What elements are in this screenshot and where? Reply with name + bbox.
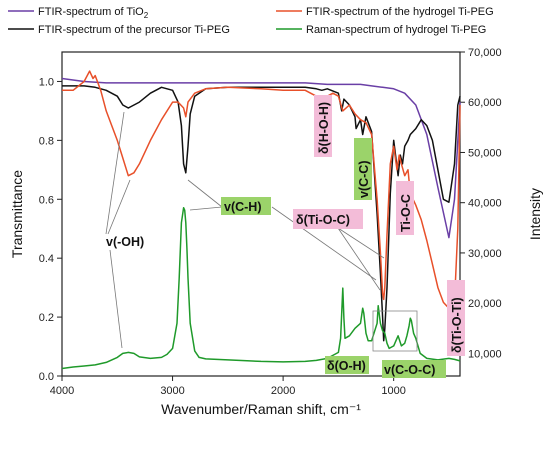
annotation-coc-bg [382,360,446,378]
annotation-leaders [105,111,385,349]
x-axis-title: Wavenumber/Raman shift, cm⁻¹ [161,401,361,417]
y-right-tick-label: 60,000 [468,97,502,109]
leader-ch-1 [187,179,223,208]
x-tick-label: 4000 [50,385,74,397]
y-left-tick-label: 0.2 [39,312,54,324]
annotation-v-cc-bg [354,138,372,200]
annotation-tioti-bg [447,280,465,356]
x-tick-label: 3000 [160,385,184,397]
annotation-tioti: δ(Ti-O-Ti) [450,297,464,353]
annotation-oh-bg [325,356,369,374]
legend-label-raman: Raman-spectrum of hydrogel Ti-PEG [306,24,486,36]
annotation-tioc: δ(Ti-O-C) [296,213,350,227]
leader-oh-2 [107,179,131,235]
legend-label-tio2-subscript: 2 [144,11,149,20]
y-right-tick-label: 20,000 [468,298,502,310]
annotation-v-oh: v(-OH) [106,235,144,249]
plot-frame [61,51,461,377]
annotation-delta-oh: δ(O-H) [327,359,366,373]
leader-ch-2 [189,206,223,211]
y-right-tick-label: 10,000 [468,348,502,360]
x-tick-label: 1000 [381,385,405,397]
leader-oh-3 [109,249,123,349]
annotations: v(-OH) v(C-H) δ(H-O-H) v(C-C) δ(Ti-O-C) … [106,95,465,378]
y-axis-right: 10,000 20,000 30,000 40,000 50,000 60,000 70,0… [460,47,502,360]
legend-label-tio2: FTIR-spectrum of TiO2 [38,6,149,20]
y-right-tick-label: 70,000 [468,47,502,59]
legend: FTIR-spectrum of TiO2 FTIR-spectrum of t… [8,6,494,36]
annotation-ti-o-c-bg [396,181,414,235]
y-right-tick-label: 50,000 [468,147,502,159]
annotation-v-coc: v(C-O-C) [384,363,435,377]
y-right-tick-label: 30,000 [468,248,502,260]
y-right-tick-label: 40,000 [468,198,502,210]
y-axis-right-title: Intensity [527,188,543,240]
y-axis-left-title: Transmittance [9,170,25,258]
leader-tioc-2 [337,227,385,259]
y-left-tick-label: 0.4 [39,253,54,265]
annotation-hoh: δ(H-O-H) [317,102,331,154]
annotation-tioc-bg [293,209,363,229]
x-axis: 4000 3000 2000 1000 [50,376,406,397]
leader-oh-1 [105,111,125,235]
leader-ch-3 [271,206,377,281]
series-line-precursor [62,85,461,342]
annotation-ti-o-c: Ti-O-C [399,194,413,232]
y-left-tick-label: 1.0 [39,76,54,88]
legend-label-hydrogel: FTIR-spectrum of the hydrogel Ti-PEG [306,6,494,18]
series-line-tio2 [61,77,461,239]
annotation-v-cc: v(C-C) [357,161,371,199]
x-tick-label: 2000 [271,385,295,397]
annotation-v-ch: v(C-H) [224,200,262,214]
annotation-hoh-bg [314,95,332,157]
coc-highlight-box [372,310,418,352]
legend-label-precursor: FTIR-spectrum of the precursor Ti-PEG [38,24,230,36]
series-line-raman [61,206,461,370]
leader-tioc-1 [337,227,381,291]
y-left-tick-label: 0.6 [39,194,54,206]
y-left-tick-label: 0.8 [39,135,54,147]
y-axis-left: 0.0 0.2 0.4 0.6 0.8 1.0 [39,76,62,383]
annotation-v-ch-bg [221,197,271,215]
y-left-tick-label: 0.0 [39,371,54,383]
